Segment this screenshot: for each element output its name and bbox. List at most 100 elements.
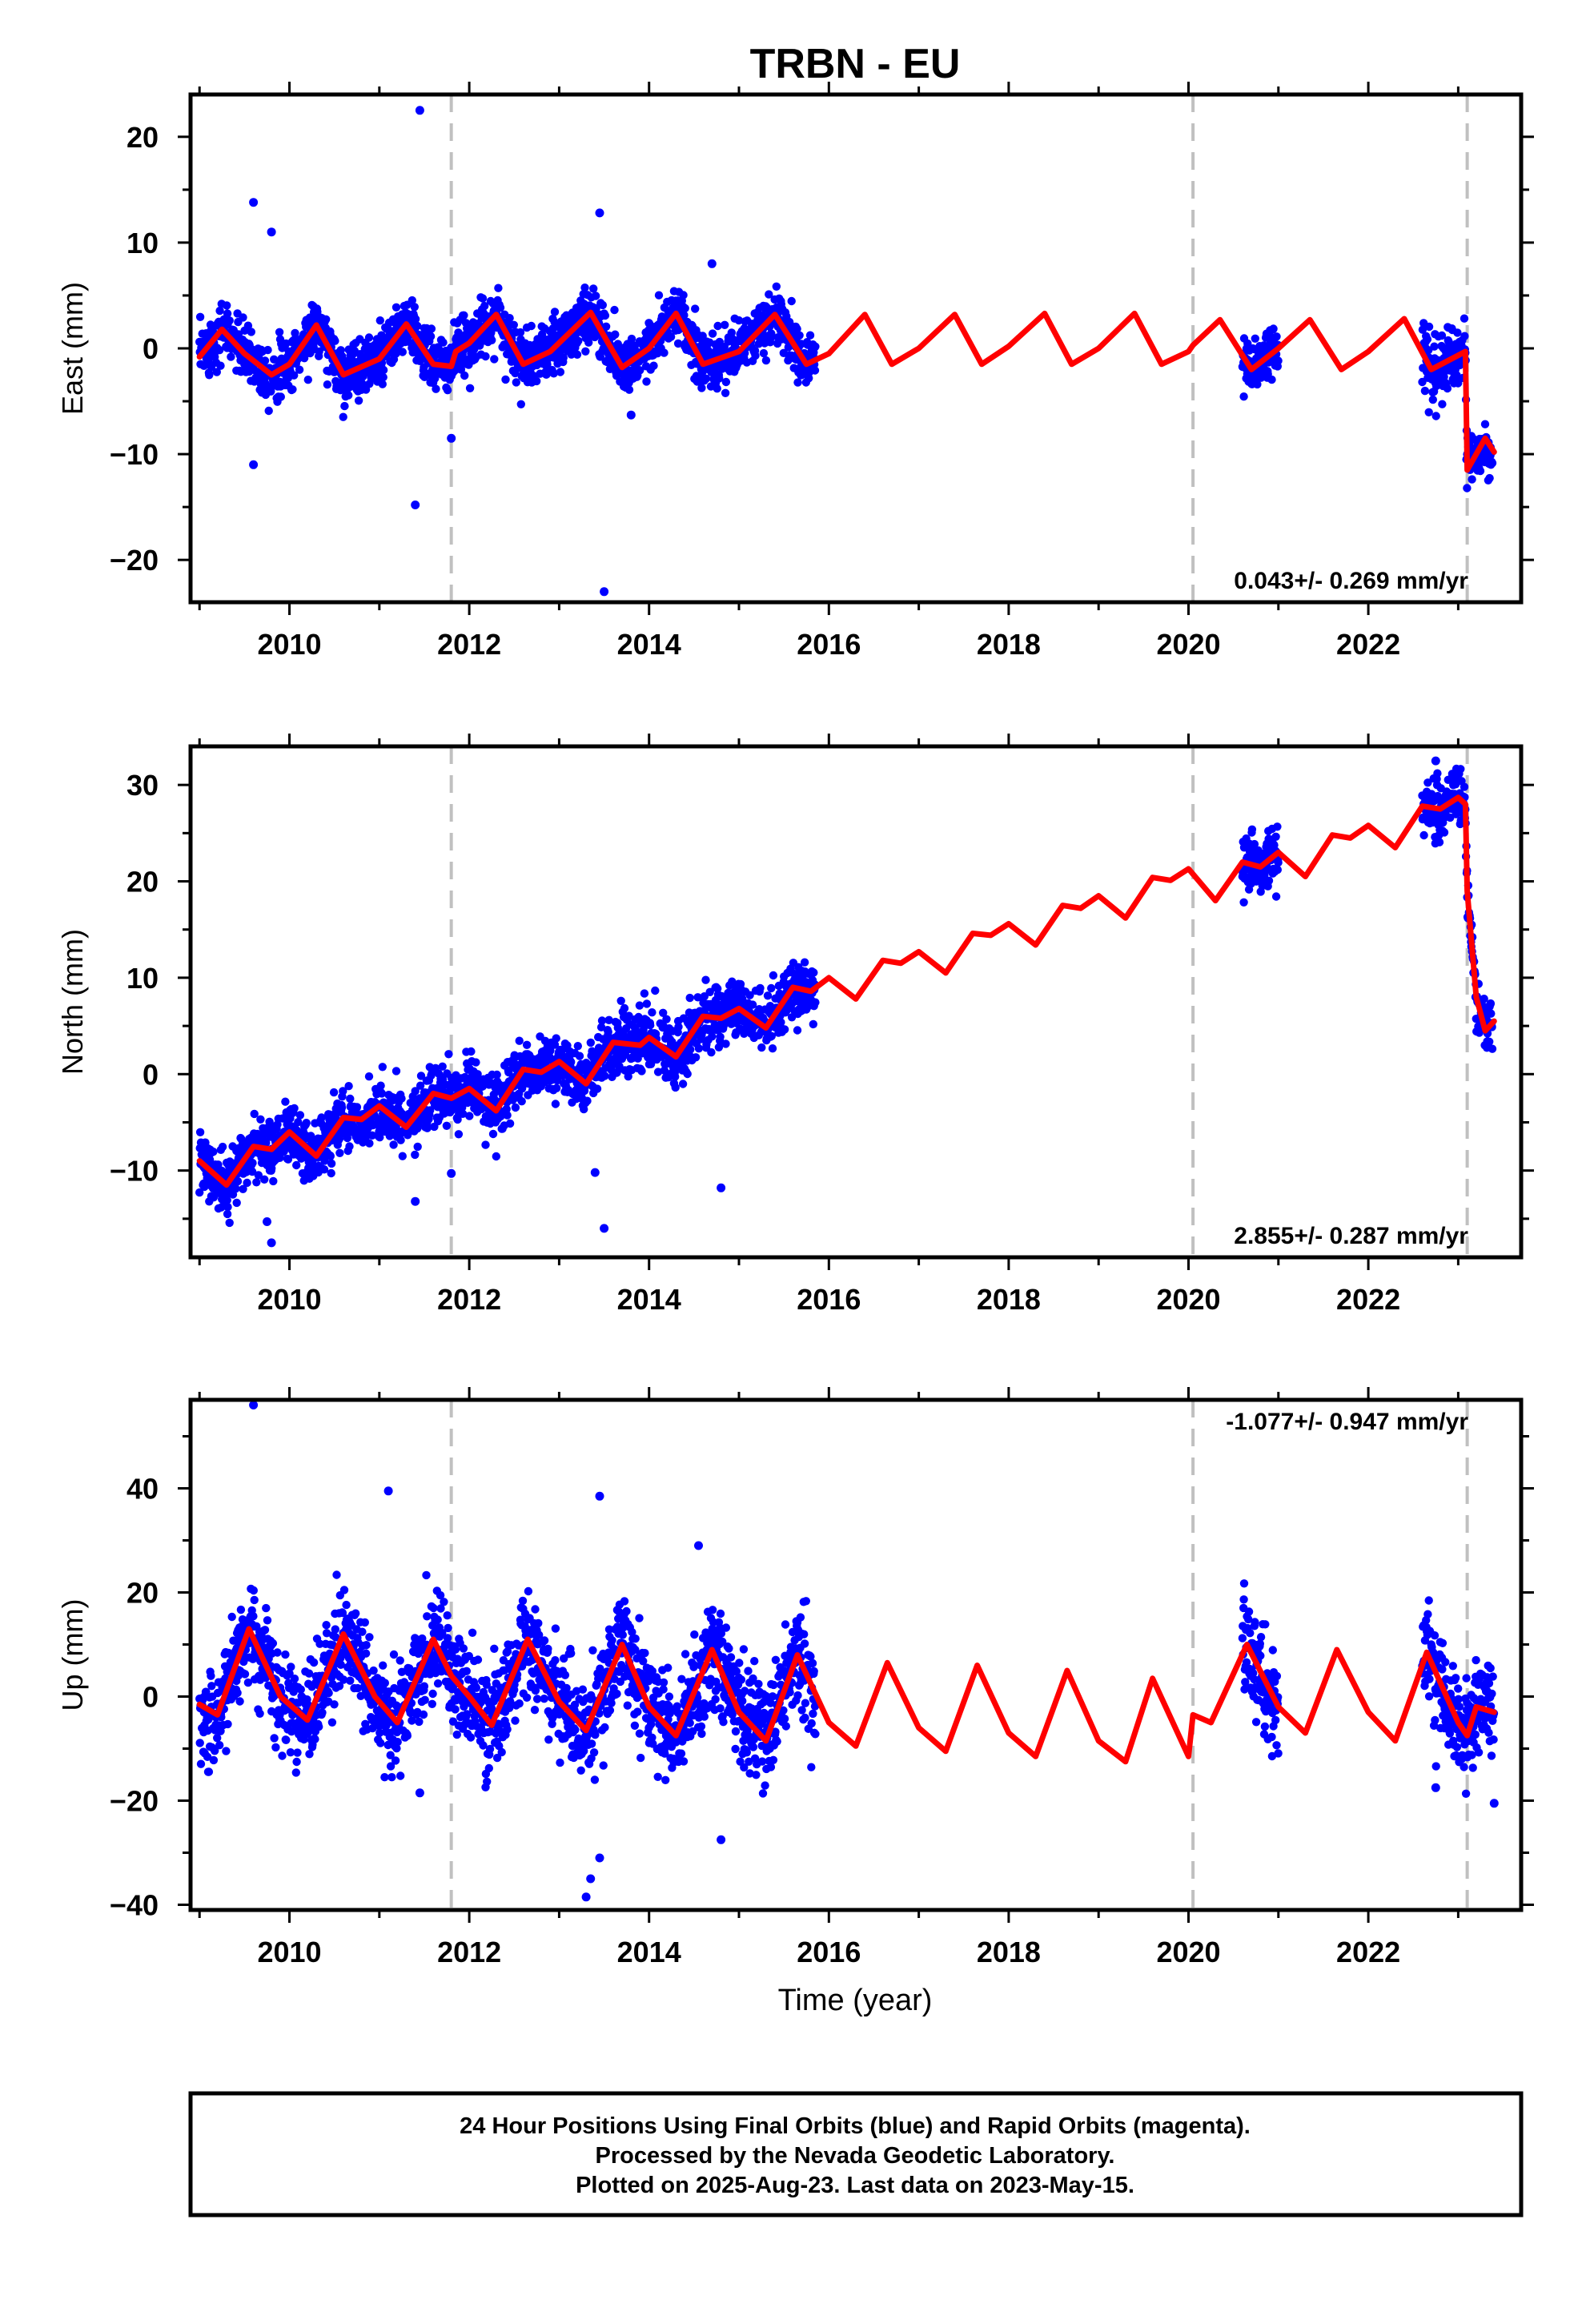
data-point bbox=[322, 1621, 331, 1630]
data-point bbox=[318, 1708, 327, 1717]
data-point bbox=[397, 1667, 407, 1676]
data-point bbox=[589, 284, 598, 293]
data-point bbox=[438, 1062, 447, 1072]
data-point bbox=[331, 336, 339, 345]
data-point bbox=[660, 1066, 669, 1075]
data-point bbox=[694, 1044, 704, 1053]
data-point bbox=[344, 391, 353, 400]
data-point bbox=[252, 1178, 261, 1187]
x-tick-label: 2010 bbox=[257, 1283, 321, 1316]
data-point bbox=[502, 1104, 511, 1114]
data-point bbox=[411, 1087, 420, 1096]
data-point bbox=[1476, 466, 1485, 476]
data-point bbox=[673, 339, 683, 348]
data-point bbox=[1487, 1009, 1496, 1018]
data-point bbox=[262, 1138, 271, 1148]
data-point bbox=[338, 1608, 347, 1618]
data-point bbox=[232, 1198, 241, 1208]
data-point bbox=[303, 376, 312, 384]
data-point bbox=[516, 328, 525, 337]
data-point bbox=[225, 1218, 234, 1228]
data-point bbox=[389, 1650, 399, 1659]
data-point bbox=[196, 1759, 206, 1768]
data-point bbox=[567, 1058, 576, 1067]
data-point bbox=[1243, 339, 1252, 348]
data-point bbox=[642, 377, 651, 386]
data-point bbox=[205, 1155, 215, 1164]
data-point bbox=[592, 1084, 602, 1093]
data-point bbox=[364, 333, 374, 342]
data-point bbox=[364, 1072, 374, 1081]
outlier-point bbox=[447, 433, 456, 443]
data-point bbox=[1271, 832, 1280, 842]
data-point bbox=[584, 338, 593, 347]
data-point bbox=[465, 384, 475, 392]
outlier-point bbox=[447, 1168, 456, 1178]
data-point bbox=[793, 324, 801, 333]
data-point bbox=[307, 1132, 315, 1140]
data-point bbox=[811, 998, 820, 1007]
data-point bbox=[254, 1171, 263, 1180]
data-point bbox=[1428, 395, 1438, 404]
x-tick-label: 2014 bbox=[617, 628, 681, 661]
data-point bbox=[365, 1139, 374, 1148]
data-point bbox=[223, 1209, 232, 1219]
data-point bbox=[260, 1626, 270, 1634]
data-point bbox=[624, 1011, 633, 1020]
data-point bbox=[391, 1756, 400, 1765]
data-point bbox=[678, 1080, 688, 1088]
data-point bbox=[1274, 356, 1283, 365]
data-point bbox=[295, 365, 304, 374]
data-point bbox=[397, 1094, 406, 1103]
data-point bbox=[691, 304, 700, 313]
data-point bbox=[426, 332, 436, 341]
panel-east: 2010 2012 2014 2016 2018 2020 2022−20−1001020E… bbox=[56, 82, 1534, 661]
data-point bbox=[233, 1688, 242, 1698]
data-point bbox=[686, 1045, 695, 1054]
data-point bbox=[380, 1679, 389, 1687]
data-point bbox=[379, 1661, 387, 1670]
data-point bbox=[765, 290, 773, 299]
data-point bbox=[701, 374, 711, 383]
data-point bbox=[490, 355, 499, 364]
data-point bbox=[378, 1063, 387, 1072]
data-point bbox=[572, 350, 582, 359]
data-point bbox=[488, 1129, 498, 1139]
outlier-point bbox=[267, 1238, 276, 1248]
data-point bbox=[270, 1692, 279, 1701]
data-point bbox=[339, 1675, 348, 1684]
data-point bbox=[637, 1067, 646, 1076]
data-point bbox=[336, 1660, 345, 1669]
y-axis-label-north: North (mm) bbox=[56, 929, 89, 1075]
outlier-point bbox=[267, 227, 276, 237]
data-point bbox=[287, 1663, 295, 1671]
data-points-north bbox=[195, 756, 1497, 1248]
outlier-point bbox=[1431, 756, 1440, 766]
data-point bbox=[1463, 484, 1472, 493]
data-point bbox=[275, 328, 284, 336]
data-point bbox=[356, 1691, 365, 1700]
data-point bbox=[324, 1688, 333, 1698]
data-point bbox=[326, 1152, 335, 1161]
data-point bbox=[795, 331, 804, 340]
data-point bbox=[227, 352, 235, 361]
data-point bbox=[209, 1755, 219, 1765]
data-point bbox=[256, 1115, 265, 1124]
data-point bbox=[391, 1067, 401, 1076]
data-point bbox=[442, 1121, 452, 1131]
data-point bbox=[205, 371, 214, 380]
data-point bbox=[671, 1072, 680, 1081]
data-point bbox=[264, 406, 273, 416]
data-point bbox=[509, 320, 518, 329]
data-point bbox=[1486, 999, 1496, 1008]
data-point bbox=[777, 1018, 785, 1027]
data-point bbox=[648, 1008, 656, 1017]
data-point bbox=[443, 386, 452, 395]
data-point bbox=[338, 352, 347, 361]
data-point bbox=[1439, 828, 1449, 837]
data-point bbox=[195, 312, 205, 321]
data-point bbox=[635, 1001, 644, 1010]
data-point bbox=[1271, 892, 1281, 901]
data-point bbox=[666, 332, 676, 341]
data-point bbox=[391, 303, 401, 312]
